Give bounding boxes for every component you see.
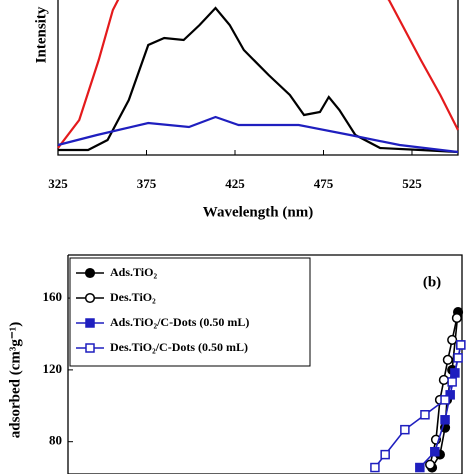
- marker: [445, 390, 455, 400]
- y-tick-label: 160: [43, 289, 63, 304]
- marker: [447, 377, 457, 387]
- legend-label: Ads.TiO₂: [110, 265, 157, 279]
- x-axis-label: Wavelength (nm): [203, 204, 313, 220]
- marker: [438, 374, 449, 385]
- legend-label: Des.TiO₂/C-Dots (0.50 mL): [110, 340, 248, 354]
- x-tick-label: 525: [402, 176, 422, 191]
- marker: [447, 334, 458, 345]
- marker: [415, 462, 425, 473]
- marker: [440, 415, 450, 425]
- marker: [420, 410, 430, 420]
- marker: [456, 340, 466, 350]
- plot-frame: [57, 0, 459, 156]
- x-tick-label: 425: [225, 176, 245, 191]
- marker: [425, 459, 436, 470]
- marker: [453, 353, 463, 363]
- marker: [85, 318, 95, 328]
- marker: [430, 446, 440, 457]
- series-line: [57, 0, 459, 149]
- marker: [380, 449, 390, 460]
- y-tick-label: 120: [43, 361, 63, 376]
- series-line: [57, 115, 459, 154]
- panel-label: (b): [423, 274, 441, 290]
- marker: [85, 343, 95, 353]
- marker: [442, 354, 453, 365]
- marker: [84, 292, 96, 304]
- x-tick-label: 325: [48, 176, 68, 191]
- marker: [400, 424, 410, 435]
- legend-label: Ads.TiO₂/C-Dots (0.50 mL): [110, 315, 249, 329]
- series-line: [58, 6, 459, 154]
- y-axis-label: Intensity: [33, 6, 49, 63]
- y-tick-label: 80: [49, 433, 62, 448]
- marker: [440, 395, 450, 405]
- marker: [451, 312, 462, 324]
- x-tick-label: 375: [137, 176, 157, 191]
- marker: [84, 267, 96, 279]
- legend-label: Des.TiO₂: [110, 290, 156, 304]
- marker: [370, 462, 380, 473]
- x-tick-label: 475: [314, 176, 334, 191]
- legend-box: [69, 257, 311, 367]
- y-axis-label: adsorbed (cm³g⁻¹): [7, 322, 23, 438]
- plot-frame: [67, 254, 463, 474]
